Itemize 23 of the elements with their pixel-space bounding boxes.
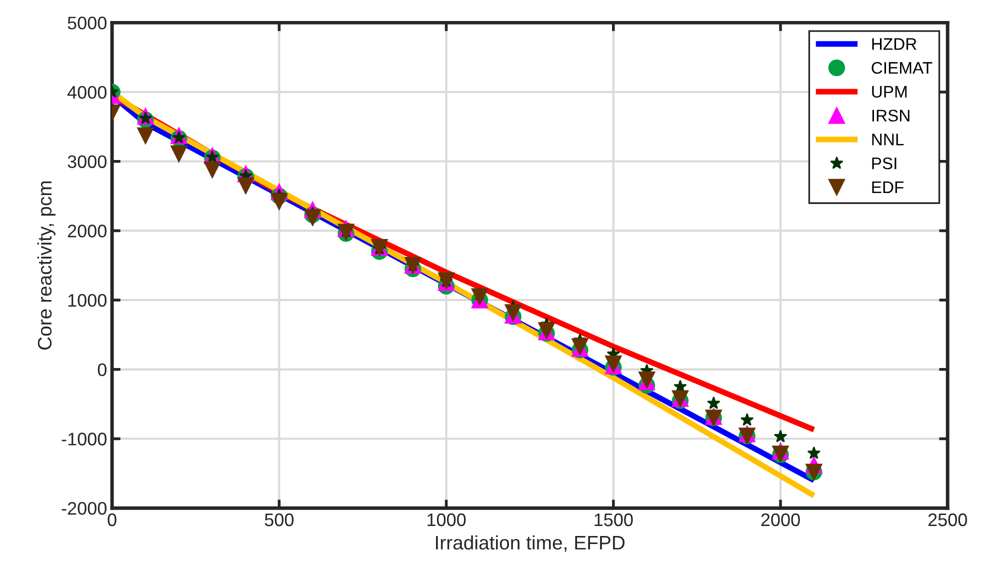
y-tick-label: 2000 (68, 224, 106, 238)
x-tick-label: 1000 (428, 513, 466, 526)
legend-label: UPM (872, 86, 907, 98)
x-axis-title: Irradiation time, EFPD (436, 535, 625, 552)
y-tick-label: -1000 (62, 432, 106, 446)
x-tick-label: 1500 (594, 513, 633, 526)
y-tick-label: 3000 (68, 155, 106, 168)
x-tick-label: 2000 (761, 513, 800, 526)
x-tick-label: 0 (108, 513, 116, 526)
x-tick-label: 500 (264, 513, 294, 526)
legend-label: EDF (872, 182, 904, 193)
x-tick-label: 2500 (928, 513, 967, 526)
legend-label: IRSN (872, 110, 910, 122)
y-tick-label: 4000 (67, 86, 106, 99)
y-tick-label: -2000 (62, 502, 106, 515)
legend-label: PSI (872, 157, 896, 170)
legend-label: HZDR (872, 38, 916, 50)
y-tick-label: 5000 (68, 16, 106, 30)
y-axis-title: Core reactivity, pcm (37, 181, 56, 350)
y-tick-label: 0 (98, 363, 106, 376)
legend-label: NNL (872, 134, 904, 146)
legend-label: CIEMAT (872, 62, 932, 74)
y-tick-label: 1000 (68, 294, 106, 307)
